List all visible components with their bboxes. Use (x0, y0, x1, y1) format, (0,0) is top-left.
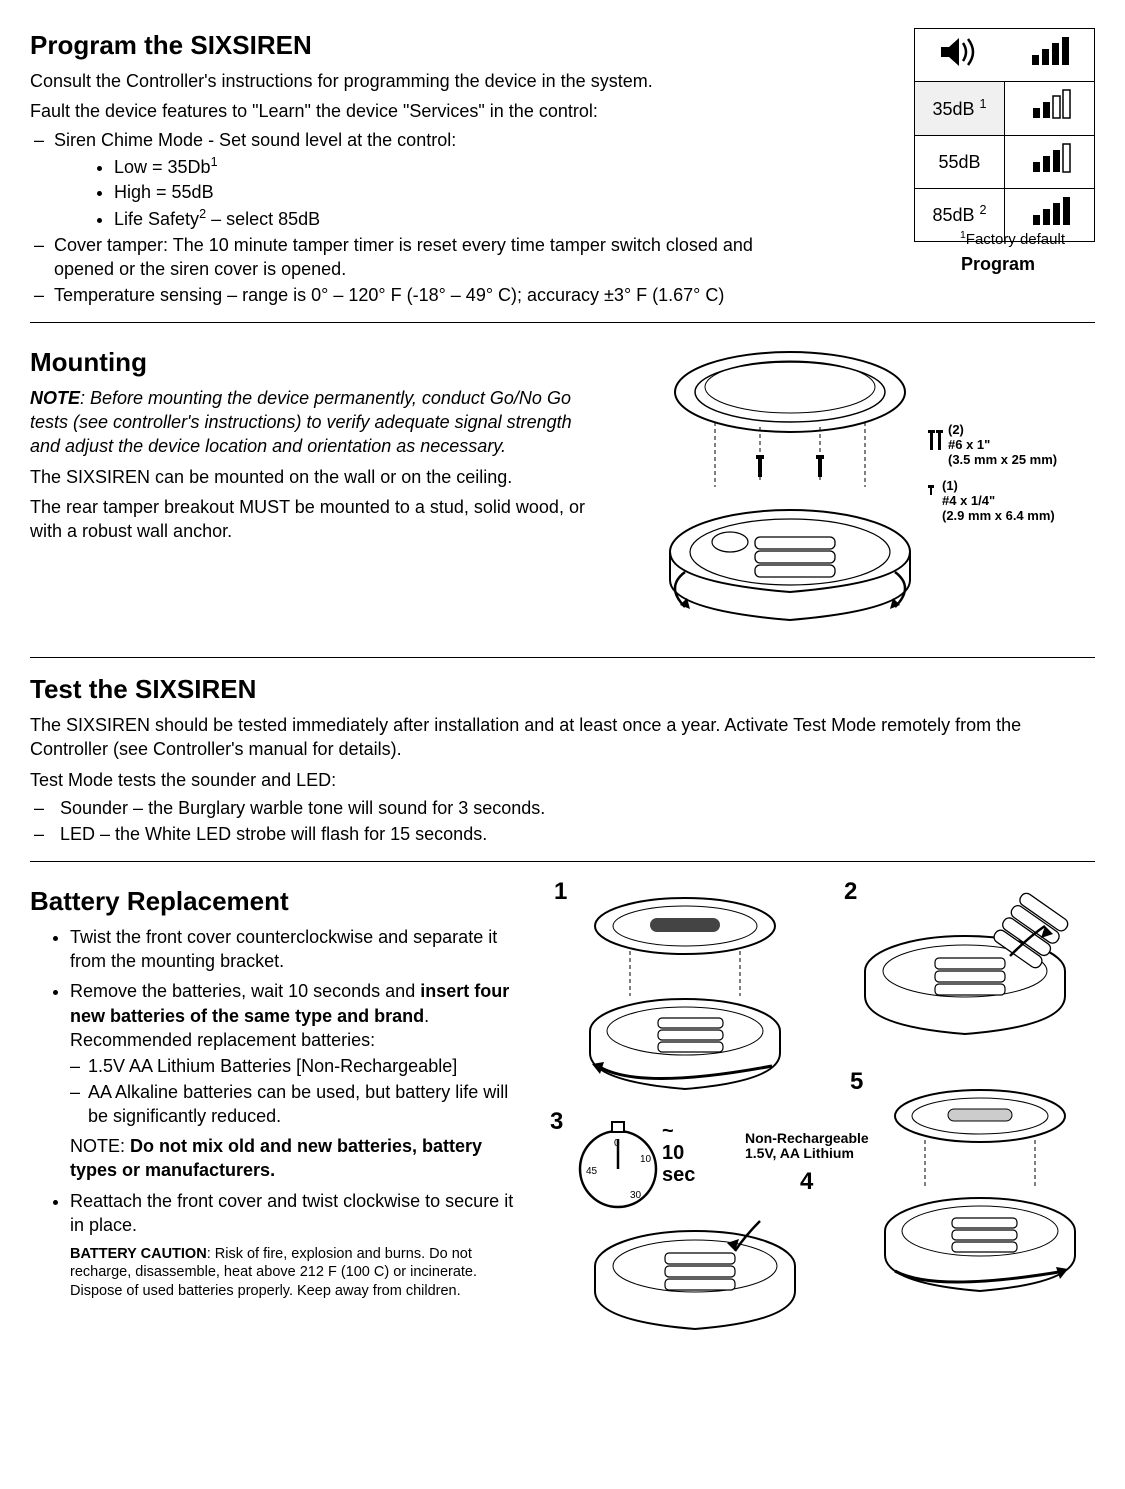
mounting-p1: The SIXSIREN can be mounted on the wall … (30, 465, 590, 489)
signal-bars-4-icon (1025, 193, 1075, 231)
test-p2: Test Mode tests the sounder and LED: (30, 768, 1095, 792)
fig1-svg (550, 876, 820, 1096)
battery-fig-5: 5 (850, 1066, 1110, 1326)
fig2-svg (840, 876, 1110, 1046)
svg-text:10: 10 (640, 1154, 652, 1165)
mounting-p2: The rear tamper breakout MUST be mounted… (30, 495, 590, 544)
db-level-table: 35dB 1 55dB 85dB (914, 28, 1095, 242)
battery-diagram-area: 1 2 (550, 876, 1095, 1336)
battery-heading: Battery Replacement (30, 884, 530, 919)
battery-mix-note: NOTE: Do not mix old and new batteries, … (70, 1134, 530, 1183)
divider-1 (30, 322, 1095, 323)
test-heading: Test the SIXSIREN (30, 672, 1095, 707)
note-text: : Before mounting the device permanently… (30, 388, 572, 457)
signal-bars-3-icon (1025, 140, 1075, 178)
note-label: NOTE (30, 388, 80, 408)
program-intro: Consult the Controller's instructions fo… (30, 69, 770, 93)
step-num-2: 2 (844, 876, 857, 908)
bars-55-cell (1005, 135, 1095, 188)
program-label: Program (961, 252, 1035, 276)
battery-steps: Twist the front cover counterclockwise a… (30, 925, 530, 1238)
screw-callout-1: (2) #6 x 1" (3.5 mm x 25 mm) (948, 423, 1057, 468)
svg-text:45: 45 (586, 1166, 598, 1177)
db-55-cell: 55dB (915, 135, 1005, 188)
level-high: High = 55dB (114, 180, 790, 204)
test-p1: The SIXSIREN should be tested immediatel… (30, 713, 1095, 762)
battery-step-3: Reattach the front cover and twist clock… (70, 1189, 530, 1238)
mounting-heading: Mounting (30, 345, 590, 380)
battery-rec-2: AA Alkaline batteries can be used, but b… (70, 1080, 530, 1129)
bars-35-cell (1005, 82, 1095, 135)
battery-step-1: Twist the front cover counterclockwise a… (70, 925, 530, 974)
signal-bars-full-icon (1024, 33, 1074, 71)
temp-item: Temperature sensing – range is 0° – 120°… (30, 283, 790, 307)
mounting-section: Mounting NOTE: Before mounting the devic… (30, 337, 1095, 643)
battery-caution: BATTERY CAUTION: Risk of fire, explosion… (30, 1245, 530, 1299)
wait-label: ~ 10 sec (662, 1120, 695, 1186)
battery-fig-4 (560, 1196, 830, 1346)
signal-bars-2-icon (1025, 86, 1075, 124)
chime-item: Siren Chime Mode - Set sound level at th… (30, 128, 790, 231)
divider-3 (30, 861, 1095, 862)
cover-tamper-item: Cover tamper: The 10 minute tamper timer… (30, 233, 790, 282)
level-life: Life Safety2 – select 85dB (114, 206, 790, 231)
battery-rec-list: 1.5V AA Lithium Batteries [Non-Rechargea… (70, 1054, 530, 1128)
level-low: Low = 35Db1 (114, 154, 790, 179)
chime-line: Siren Chime Mode - Set sound level at th… (54, 130, 456, 150)
program-feature-list: Siren Chime Mode - Set sound level at th… (30, 128, 790, 308)
fig4-svg (560, 1196, 830, 1346)
test-list: Sounder – the Burglary warble tone will … (30, 796, 1095, 847)
test-section: Test the SIXSIREN The SIXSIREN should be… (30, 672, 1095, 847)
test-led: LED – the White LED strobe will flash fo… (30, 822, 1095, 846)
program-section: Program the SIXSIREN Consult the Control… (30, 28, 1095, 308)
screw-callout-2: (1) #4 x 1/4" (2.9 mm x 6.4 mm) (942, 479, 1055, 524)
step-num-1: 1 (554, 876, 567, 908)
battery-fig-1: 1 (550, 876, 820, 1096)
bars-full-cell (1005, 29, 1095, 82)
db-footnote: 1Factory default (960, 228, 1065, 250)
step-num-5: 5 (850, 1066, 863, 1098)
program-fault-line: Fault the device features to "Learn" the… (30, 99, 770, 123)
chime-levels: Low = 35Db1 High = 55dB Life Safety2 – s… (54, 154, 790, 231)
fig5-svg (850, 1066, 1110, 1326)
battery-section: Battery Replacement Twist the front cove… (30, 876, 1095, 1336)
divider-2 (30, 657, 1095, 658)
step-num-4: 4 (800, 1166, 813, 1198)
db-35-cell: 35dB 1 (915, 82, 1005, 135)
mounting-diagram: (2) #6 x 1" (3.5 mm x 25 mm) (1) #4 x 1/… (610, 337, 1095, 643)
speaker-icon-cell (915, 29, 1005, 82)
mounting-note: NOTE: Before mounting the device permane… (30, 386, 590, 459)
svg-text:0: 0 (614, 1138, 620, 1149)
speaker-icon (935, 33, 985, 71)
step-num-3: 3 (550, 1106, 563, 1138)
battery-rec-1: 1.5V AA Lithium Batteries [Non-Rechargea… (70, 1054, 530, 1078)
battery-fig-2: 2 (840, 876, 1110, 1046)
battery-step-2: Remove the batteries, wait 10 seconds an… (70, 979, 530, 1182)
test-sounder: Sounder – the Burglary warble tone will … (30, 796, 1095, 820)
